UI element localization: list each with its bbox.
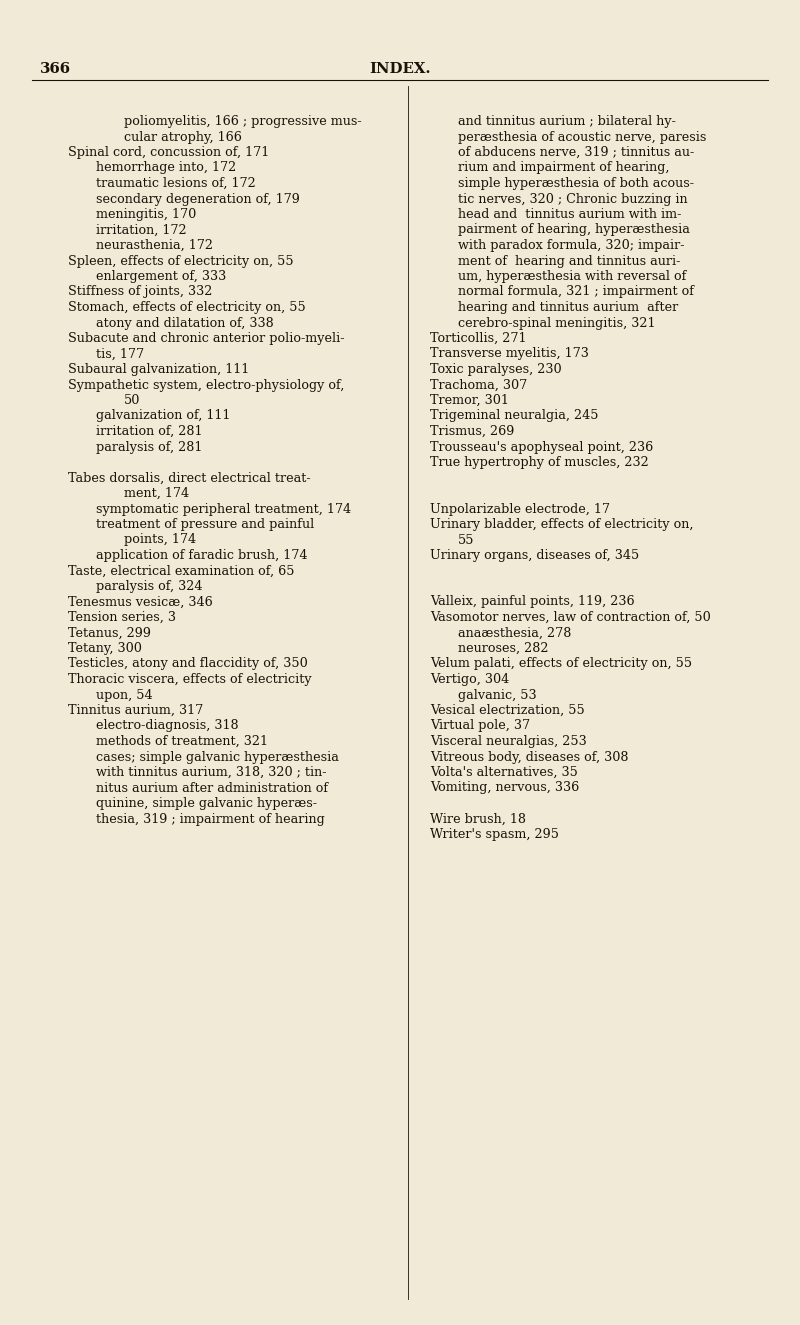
Text: Taste, electrical examination of, 65: Taste, electrical examination of, 65 bbox=[68, 564, 294, 578]
Text: Valleix, painful points, 119, 236: Valleix, painful points, 119, 236 bbox=[430, 595, 634, 608]
Text: peræsthesia of acoustic nerve, paresis: peræsthesia of acoustic nerve, paresis bbox=[458, 130, 706, 143]
Text: um, hyperæsthesia with reversal of: um, hyperæsthesia with reversal of bbox=[458, 270, 686, 284]
Text: 55: 55 bbox=[458, 534, 474, 546]
Text: enlargement of, 333: enlargement of, 333 bbox=[96, 270, 226, 284]
Text: Unpolarizable electrode, 17: Unpolarizable electrode, 17 bbox=[430, 502, 610, 515]
Text: True hypertrophy of muscles, 232: True hypertrophy of muscles, 232 bbox=[430, 456, 649, 469]
Text: tic nerves, 320 ; Chronic buzzing in: tic nerves, 320 ; Chronic buzzing in bbox=[458, 192, 688, 205]
Text: Vasomotor nerves, law of contraction of, 50: Vasomotor nerves, law of contraction of,… bbox=[430, 611, 710, 624]
Text: Wire brush, 18: Wire brush, 18 bbox=[430, 812, 526, 825]
Text: Vesical electrization, 55: Vesical electrization, 55 bbox=[430, 704, 585, 717]
Text: Thoracic viscera, effects of electricity: Thoracic viscera, effects of electricity bbox=[68, 673, 312, 686]
Text: Velum palati, effects of electricity on, 55: Velum palati, effects of electricity on,… bbox=[430, 657, 692, 670]
Text: paralysis of, 324: paralysis of, 324 bbox=[96, 580, 202, 594]
Text: Sympathetic system, electro-physiology of,: Sympathetic system, electro-physiology o… bbox=[68, 379, 344, 391]
Text: thesia, 319 ; impairment of hearing: thesia, 319 ; impairment of hearing bbox=[96, 812, 325, 825]
Text: 366: 366 bbox=[40, 62, 71, 76]
Text: quinine, simple galvanic hyperæs-: quinine, simple galvanic hyperæs- bbox=[96, 798, 317, 810]
Text: hearing and tinnitus aurium  after: hearing and tinnitus aurium after bbox=[458, 301, 678, 314]
Text: Tinnitus aurium, 317: Tinnitus aurium, 317 bbox=[68, 704, 203, 717]
Text: traumatic lesions of, 172: traumatic lesions of, 172 bbox=[96, 178, 256, 189]
Text: Tension series, 3: Tension series, 3 bbox=[68, 611, 176, 624]
Text: Testicles, atony and flaccidity of, 350: Testicles, atony and flaccidity of, 350 bbox=[68, 657, 308, 670]
Text: with paradox formula, 320; impair-: with paradox formula, 320; impair- bbox=[458, 238, 685, 252]
Text: nitus aurium after administration of: nitus aurium after administration of bbox=[96, 782, 328, 795]
Text: Toxic paralyses, 230: Toxic paralyses, 230 bbox=[430, 363, 562, 376]
Text: Urinary organs, diseases of, 345: Urinary organs, diseases of, 345 bbox=[430, 549, 639, 562]
Text: Transverse myelitis, 173: Transverse myelitis, 173 bbox=[430, 347, 589, 360]
Text: 50: 50 bbox=[124, 394, 140, 407]
Text: treatment of pressure and painful: treatment of pressure and painful bbox=[96, 518, 314, 531]
Text: cerebro-spinal meningitis, 321: cerebro-spinal meningitis, 321 bbox=[458, 317, 655, 330]
Text: points, 174: points, 174 bbox=[124, 534, 196, 546]
Text: meningitis, 170: meningitis, 170 bbox=[96, 208, 196, 221]
Text: Trismus, 269: Trismus, 269 bbox=[430, 425, 514, 439]
Text: Visceral neuralgias, 253: Visceral neuralgias, 253 bbox=[430, 735, 586, 749]
Text: methods of treatment, 321: methods of treatment, 321 bbox=[96, 735, 268, 749]
Text: Urinary bladder, effects of electricity on,: Urinary bladder, effects of electricity … bbox=[430, 518, 694, 531]
Text: secondary degeneration of, 179: secondary degeneration of, 179 bbox=[96, 192, 300, 205]
Text: Torticollis, 271: Torticollis, 271 bbox=[430, 333, 526, 344]
Text: Vitreous body, diseases of, 308: Vitreous body, diseases of, 308 bbox=[430, 750, 629, 763]
Text: INDEX.: INDEX. bbox=[369, 62, 431, 76]
Text: hemorrhage into, 172: hemorrhage into, 172 bbox=[96, 162, 236, 175]
Text: ment of  hearing and tinnitus auri-: ment of hearing and tinnitus auri- bbox=[458, 254, 680, 268]
Text: upon, 54: upon, 54 bbox=[96, 689, 153, 701]
Text: Tetany, 300: Tetany, 300 bbox=[68, 643, 142, 655]
Text: Writer's spasm, 295: Writer's spasm, 295 bbox=[430, 828, 559, 841]
Text: Trachoma, 307: Trachoma, 307 bbox=[430, 379, 527, 391]
Text: with tinnitus aurium, 318, 320 ; tin-: with tinnitus aurium, 318, 320 ; tin- bbox=[96, 766, 326, 779]
Text: cular atrophy, 166: cular atrophy, 166 bbox=[124, 130, 242, 143]
Text: atony and dilatation of, 338: atony and dilatation of, 338 bbox=[96, 317, 274, 330]
Text: Trousseau's apophyseal point, 236: Trousseau's apophyseal point, 236 bbox=[430, 440, 654, 453]
Text: Stomach, effects of electricity on, 55: Stomach, effects of electricity on, 55 bbox=[68, 301, 306, 314]
Text: Tenesmus vesicæ, 346: Tenesmus vesicæ, 346 bbox=[68, 595, 213, 608]
Text: of abducens nerve, 319 ; tinnitus au-: of abducens nerve, 319 ; tinnitus au- bbox=[458, 146, 694, 159]
Text: Vomiting, nervous, 336: Vomiting, nervous, 336 bbox=[430, 782, 579, 795]
Text: and tinnitus aurium ; bilateral hy-: and tinnitus aurium ; bilateral hy- bbox=[458, 115, 676, 129]
Text: Spinal cord, concussion of, 171: Spinal cord, concussion of, 171 bbox=[68, 146, 280, 159]
Text: simple hyperæsthesia of both acous-: simple hyperæsthesia of both acous- bbox=[458, 178, 694, 189]
Text: tis, 177: tis, 177 bbox=[96, 347, 144, 360]
Text: application of faradic brush, 174: application of faradic brush, 174 bbox=[96, 549, 307, 562]
Text: poliomyelitis, 166 ; progressive mus-: poliomyelitis, 166 ; progressive mus- bbox=[124, 115, 362, 129]
Text: head and  tinnitus aurium with im-: head and tinnitus aurium with im- bbox=[458, 208, 682, 221]
Text: neurasthenia, 172: neurasthenia, 172 bbox=[96, 238, 213, 252]
Text: Virtual pole, 37: Virtual pole, 37 bbox=[430, 719, 530, 733]
Text: Subaural galvanization, 111: Subaural galvanization, 111 bbox=[68, 363, 250, 376]
Text: Tetanus, 299: Tetanus, 299 bbox=[68, 627, 151, 640]
Text: paralysis of, 281: paralysis of, 281 bbox=[96, 440, 202, 453]
Text: rium and impairment of hearing,: rium and impairment of hearing, bbox=[458, 162, 670, 175]
Text: Vertigo, 304: Vertigo, 304 bbox=[430, 673, 510, 686]
Text: normal formula, 321 ; impairment of: normal formula, 321 ; impairment of bbox=[458, 285, 694, 298]
Text: pairment of hearing, hyperæsthesia: pairment of hearing, hyperæsthesia bbox=[458, 224, 690, 236]
Text: electro-diagnosis, 318: electro-diagnosis, 318 bbox=[96, 719, 238, 733]
Text: irritation, 172: irritation, 172 bbox=[96, 224, 186, 236]
Text: galvanic, 53: galvanic, 53 bbox=[458, 689, 537, 701]
Text: irritation of, 281: irritation of, 281 bbox=[96, 425, 202, 439]
Text: Stiffness of joints, 332: Stiffness of joints, 332 bbox=[68, 285, 212, 298]
Text: symptomatic peripheral treatment, 174: symptomatic peripheral treatment, 174 bbox=[96, 502, 351, 515]
Text: Volta's alternatives, 35: Volta's alternatives, 35 bbox=[430, 766, 578, 779]
Text: Spleen, effects of electricity on, 55: Spleen, effects of electricity on, 55 bbox=[68, 254, 294, 268]
Text: Subacute and chronic anterior polio-myeli-: Subacute and chronic anterior polio-myel… bbox=[68, 333, 345, 344]
Text: Tabes dorsalis, direct electrical treat-: Tabes dorsalis, direct electrical treat- bbox=[68, 472, 310, 485]
Text: cases; simple galvanic hyperæsthesia: cases; simple galvanic hyperæsthesia bbox=[96, 750, 339, 763]
Text: galvanization of, 111: galvanization of, 111 bbox=[96, 409, 230, 423]
Text: neuroses, 282: neuroses, 282 bbox=[458, 643, 549, 655]
Text: Tremor, 301: Tremor, 301 bbox=[430, 394, 509, 407]
Text: anaæsthesia, 278: anaæsthesia, 278 bbox=[458, 627, 571, 640]
Text: ment, 174: ment, 174 bbox=[124, 488, 189, 500]
Text: Trigeminal neuralgia, 245: Trigeminal neuralgia, 245 bbox=[430, 409, 598, 423]
